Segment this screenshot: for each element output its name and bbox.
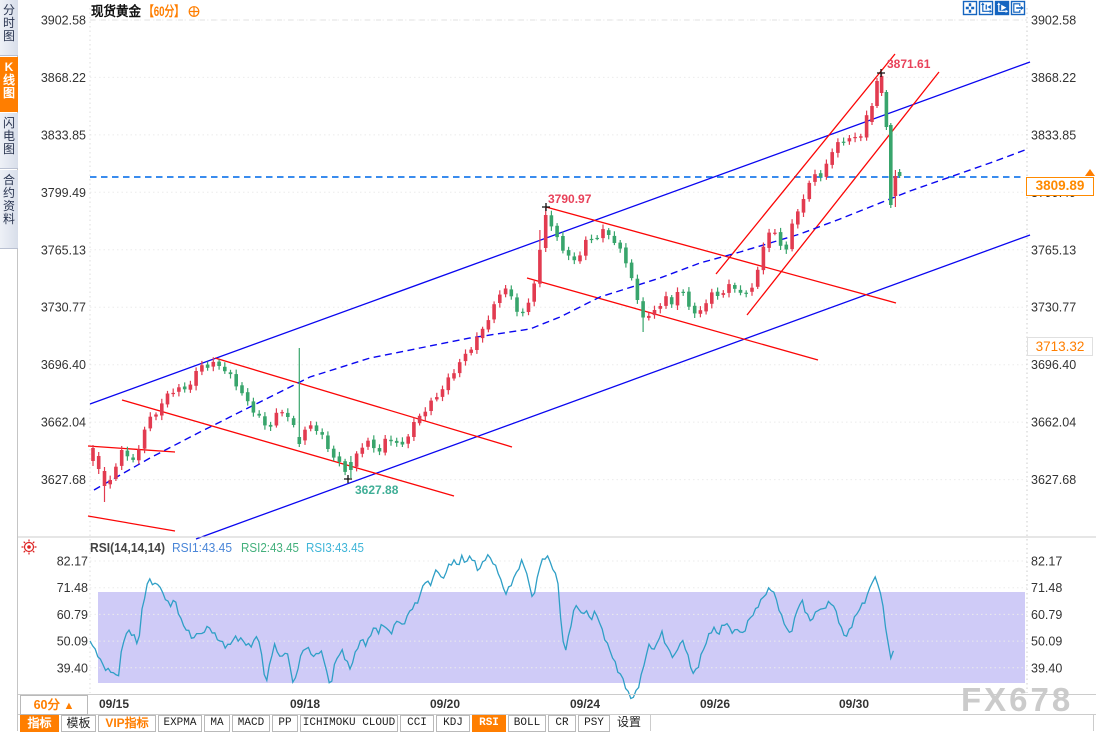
svg-text:3627.68: 3627.68 (41, 473, 86, 487)
svg-text:3799.49: 3799.49 (41, 186, 86, 200)
svg-text:60.79: 60.79 (1031, 608, 1062, 622)
svg-text:71.48: 71.48 (1031, 581, 1062, 595)
svg-text:3833.85: 3833.85 (41, 128, 86, 142)
svg-text:3871.61: 3871.61 (887, 57, 931, 71)
svg-text:39.40: 39.40 (57, 661, 88, 675)
svg-text:50.09: 50.09 (1031, 635, 1062, 649)
svg-text:39.40: 39.40 (1031, 661, 1062, 675)
svg-text:3902.58: 3902.58 (41, 14, 86, 28)
svg-text:82.17: 82.17 (1031, 555, 1062, 569)
svg-text:3765.13: 3765.13 (1031, 243, 1076, 257)
svg-text:3662.04: 3662.04 (41, 416, 86, 430)
svg-text:3662.04: 3662.04 (1031, 416, 1076, 430)
svg-text:3730.77: 3730.77 (1031, 301, 1076, 315)
svg-text:09/20: 09/20 (430, 697, 460, 711)
svg-text:09/30: 09/30 (839, 697, 869, 711)
svg-text:09/18: 09/18 (290, 697, 320, 711)
svg-text:RSI1:43.45: RSI1:43.45 (172, 540, 232, 555)
svg-text:09/24: 09/24 (570, 697, 600, 711)
svg-text:3765.13: 3765.13 (41, 243, 86, 257)
svg-text:现货黄金: 现货黄金 (91, 3, 141, 19)
svg-text:3696.40: 3696.40 (1031, 358, 1076, 372)
svg-text:3627.68: 3627.68 (1031, 473, 1076, 487)
svg-text:3790.97: 3790.97 (548, 192, 592, 206)
svg-text:50.09: 50.09 (57, 635, 88, 649)
svg-text:RSI3:43.45: RSI3:43.45 (306, 540, 364, 555)
svg-text:60.79: 60.79 (57, 608, 88, 622)
svg-text:3696.40: 3696.40 (41, 358, 86, 372)
svg-text:82.17: 82.17 (57, 555, 88, 569)
svg-text:3868.22: 3868.22 (41, 71, 86, 85)
svg-text:3730.77: 3730.77 (41, 301, 86, 315)
svg-text:09/15: 09/15 (99, 697, 129, 711)
svg-text:RSI(14,14,14): RSI(14,14,14) (90, 540, 165, 555)
svg-text:3627.88: 3627.88 (355, 483, 399, 497)
svg-text:RSI2:43.45: RSI2:43.45 (241, 540, 299, 555)
svg-text:3833.85: 3833.85 (1031, 128, 1076, 142)
svg-text:09/26: 09/26 (700, 697, 730, 711)
svg-text:3868.22: 3868.22 (1031, 71, 1076, 85)
svg-text:71.48: 71.48 (57, 581, 88, 595)
svg-text:【60分】: 【60分】 (144, 4, 184, 19)
svg-text:FX678: FX678 (961, 681, 1073, 718)
svg-text:3902.58: 3902.58 (1031, 14, 1076, 28)
